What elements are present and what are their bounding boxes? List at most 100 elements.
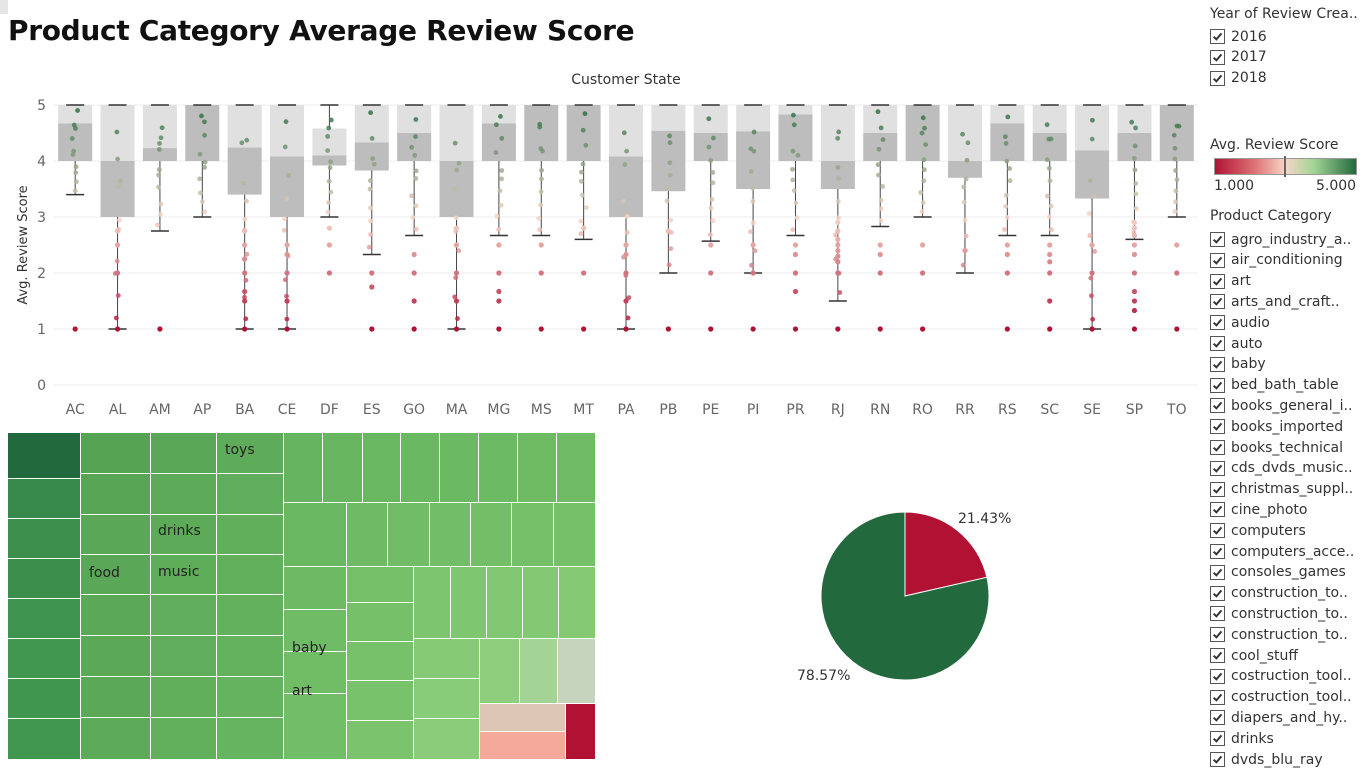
category-option[interactable]: art [1210,271,1251,292]
category-option[interactable]: baby [1210,354,1266,375]
category-option[interactable]: books_general_i.. [1210,395,1352,416]
checkbox-checked-icon[interactable] [1210,336,1225,351]
data-point [1091,193,1097,199]
category-option-label: diapers_and_hy.. [1231,709,1348,726]
data-point [919,209,925,214]
category-option-label: computers_acce.. [1231,543,1355,560]
treemap-cell [471,503,512,567]
checkbox-checked-icon[interactable] [1210,294,1225,310]
checkbox-checked-icon[interactable] [1210,356,1225,372]
category-option[interactable]: cool_stuff [1210,645,1298,666]
data-point [456,160,462,166]
checkbox-checked-icon[interactable] [1210,752,1225,767]
checkbox-checked-icon[interactable] [1210,481,1225,497]
category-option[interactable]: audio [1210,312,1270,333]
checkbox-checked-icon[interactable] [1210,49,1225,65]
checkbox-checked-icon[interactable] [1210,273,1225,289]
checkbox-checked-icon[interactable] [1210,232,1225,247]
checkbox-checked-icon[interactable] [1210,252,1225,268]
outlier-point [411,251,417,258]
category-option[interactable]: bed_bath_table [1210,375,1339,396]
category-option[interactable]: drinks [1210,728,1274,749]
category-option[interactable]: christmas_suppl.. [1210,479,1353,500]
x-tick-label: AM [149,402,171,418]
checkbox-checked-icon[interactable] [1210,668,1225,684]
checkbox-checked-icon[interactable] [1210,440,1225,455]
checkbox-checked-icon[interactable] [1210,523,1225,539]
category-option-label: cds_dvds_music.. [1231,460,1353,477]
box-upper [58,105,93,124]
checkbox-checked-icon[interactable] [1210,689,1225,705]
checkbox-checked-icon[interactable] [1210,648,1225,663]
checkbox-checked-icon[interactable] [1210,606,1225,622]
y-tick-label: 4 [37,154,46,170]
outlier-point [792,242,799,248]
category-option[interactable]: auto [1210,333,1263,354]
category-option[interactable]: books_technical [1210,437,1343,458]
data-point [75,108,81,113]
data-point [622,162,628,167]
data-point [326,200,331,205]
category-option[interactable]: costruction_tool.. [1210,687,1352,708]
data-point [918,190,924,195]
box-ap [185,104,220,218]
checkbox-checked-icon[interactable] [1210,585,1225,601]
category-option[interactable]: construction_to.. [1210,603,1348,624]
data-point [709,196,715,202]
data-point [1133,191,1139,197]
checkbox-checked-icon[interactable] [1210,627,1225,643]
data-point [1129,119,1135,125]
category-option[interactable]: books_imported [1210,416,1343,437]
box-upper [439,105,474,161]
category-option[interactable]: dvds_blu_ray [1210,749,1323,768]
category-option[interactable]: computers_acce.. [1210,541,1354,562]
pane-edge-marker [0,0,8,14]
treemap-cell [480,639,520,704]
data-point [793,200,799,206]
checkbox-checked-icon[interactable] [1210,29,1225,44]
data-point [921,167,927,173]
x-tick-label: MS [531,402,552,418]
y-axis-label: Avg. Review Score [16,185,31,304]
outlier-point [538,326,544,332]
category-option[interactable]: costruction_tool.. [1210,666,1352,687]
checkbox-checked-icon[interactable] [1210,398,1225,414]
data-point [493,150,499,155]
category-option[interactable]: air_conditioning [1210,250,1343,271]
outlier-point [835,236,841,242]
outlier-point [242,228,248,234]
checkbox-checked-icon[interactable] [1210,315,1225,331]
x-tick-label: CE [278,402,297,418]
category-option[interactable]: cine_photo [1210,499,1307,520]
outlier-point [1004,326,1010,332]
treemap-cell [217,433,284,474]
x-tick-label: PA [617,402,635,418]
data-point [1046,214,1052,220]
data-point [625,315,631,321]
treemap-cell [81,474,151,515]
data-point [921,178,927,184]
data-point [878,125,884,131]
category-option[interactable]: construction_to.. [1210,583,1348,604]
checkbox-checked-icon[interactable] [1210,419,1225,435]
category-option[interactable]: arts_and_craft.. [1210,291,1340,312]
year-option[interactable]: 2018 [1210,68,1267,89]
checkbox-checked-icon[interactable] [1210,460,1225,476]
year-option[interactable]: 2016 [1210,26,1267,47]
checkbox-checked-icon[interactable] [1210,502,1225,518]
category-option[interactable]: consoles_games [1210,562,1346,583]
category-option[interactable]: agro_industry_a.. [1210,229,1351,250]
category-option[interactable]: construction_to.. [1210,624,1348,645]
checkbox-checked-icon[interactable] [1210,710,1225,726]
checkbox-checked-icon[interactable] [1210,544,1225,559]
checkbox-checked-icon[interactable] [1210,564,1225,580]
category-option[interactable]: diapers_and_hy.. [1210,707,1347,728]
data-point [73,179,79,185]
checkbox-checked-icon[interactable] [1210,70,1225,86]
category-option[interactable]: cds_dvds_music.. [1210,458,1353,479]
year-option[interactable]: 2017 [1210,47,1267,68]
data-point [1133,181,1139,186]
category-option[interactable]: computers [1210,520,1306,541]
checkbox-checked-icon[interactable] [1210,377,1225,393]
checkbox-checked-icon[interactable] [1210,731,1225,747]
